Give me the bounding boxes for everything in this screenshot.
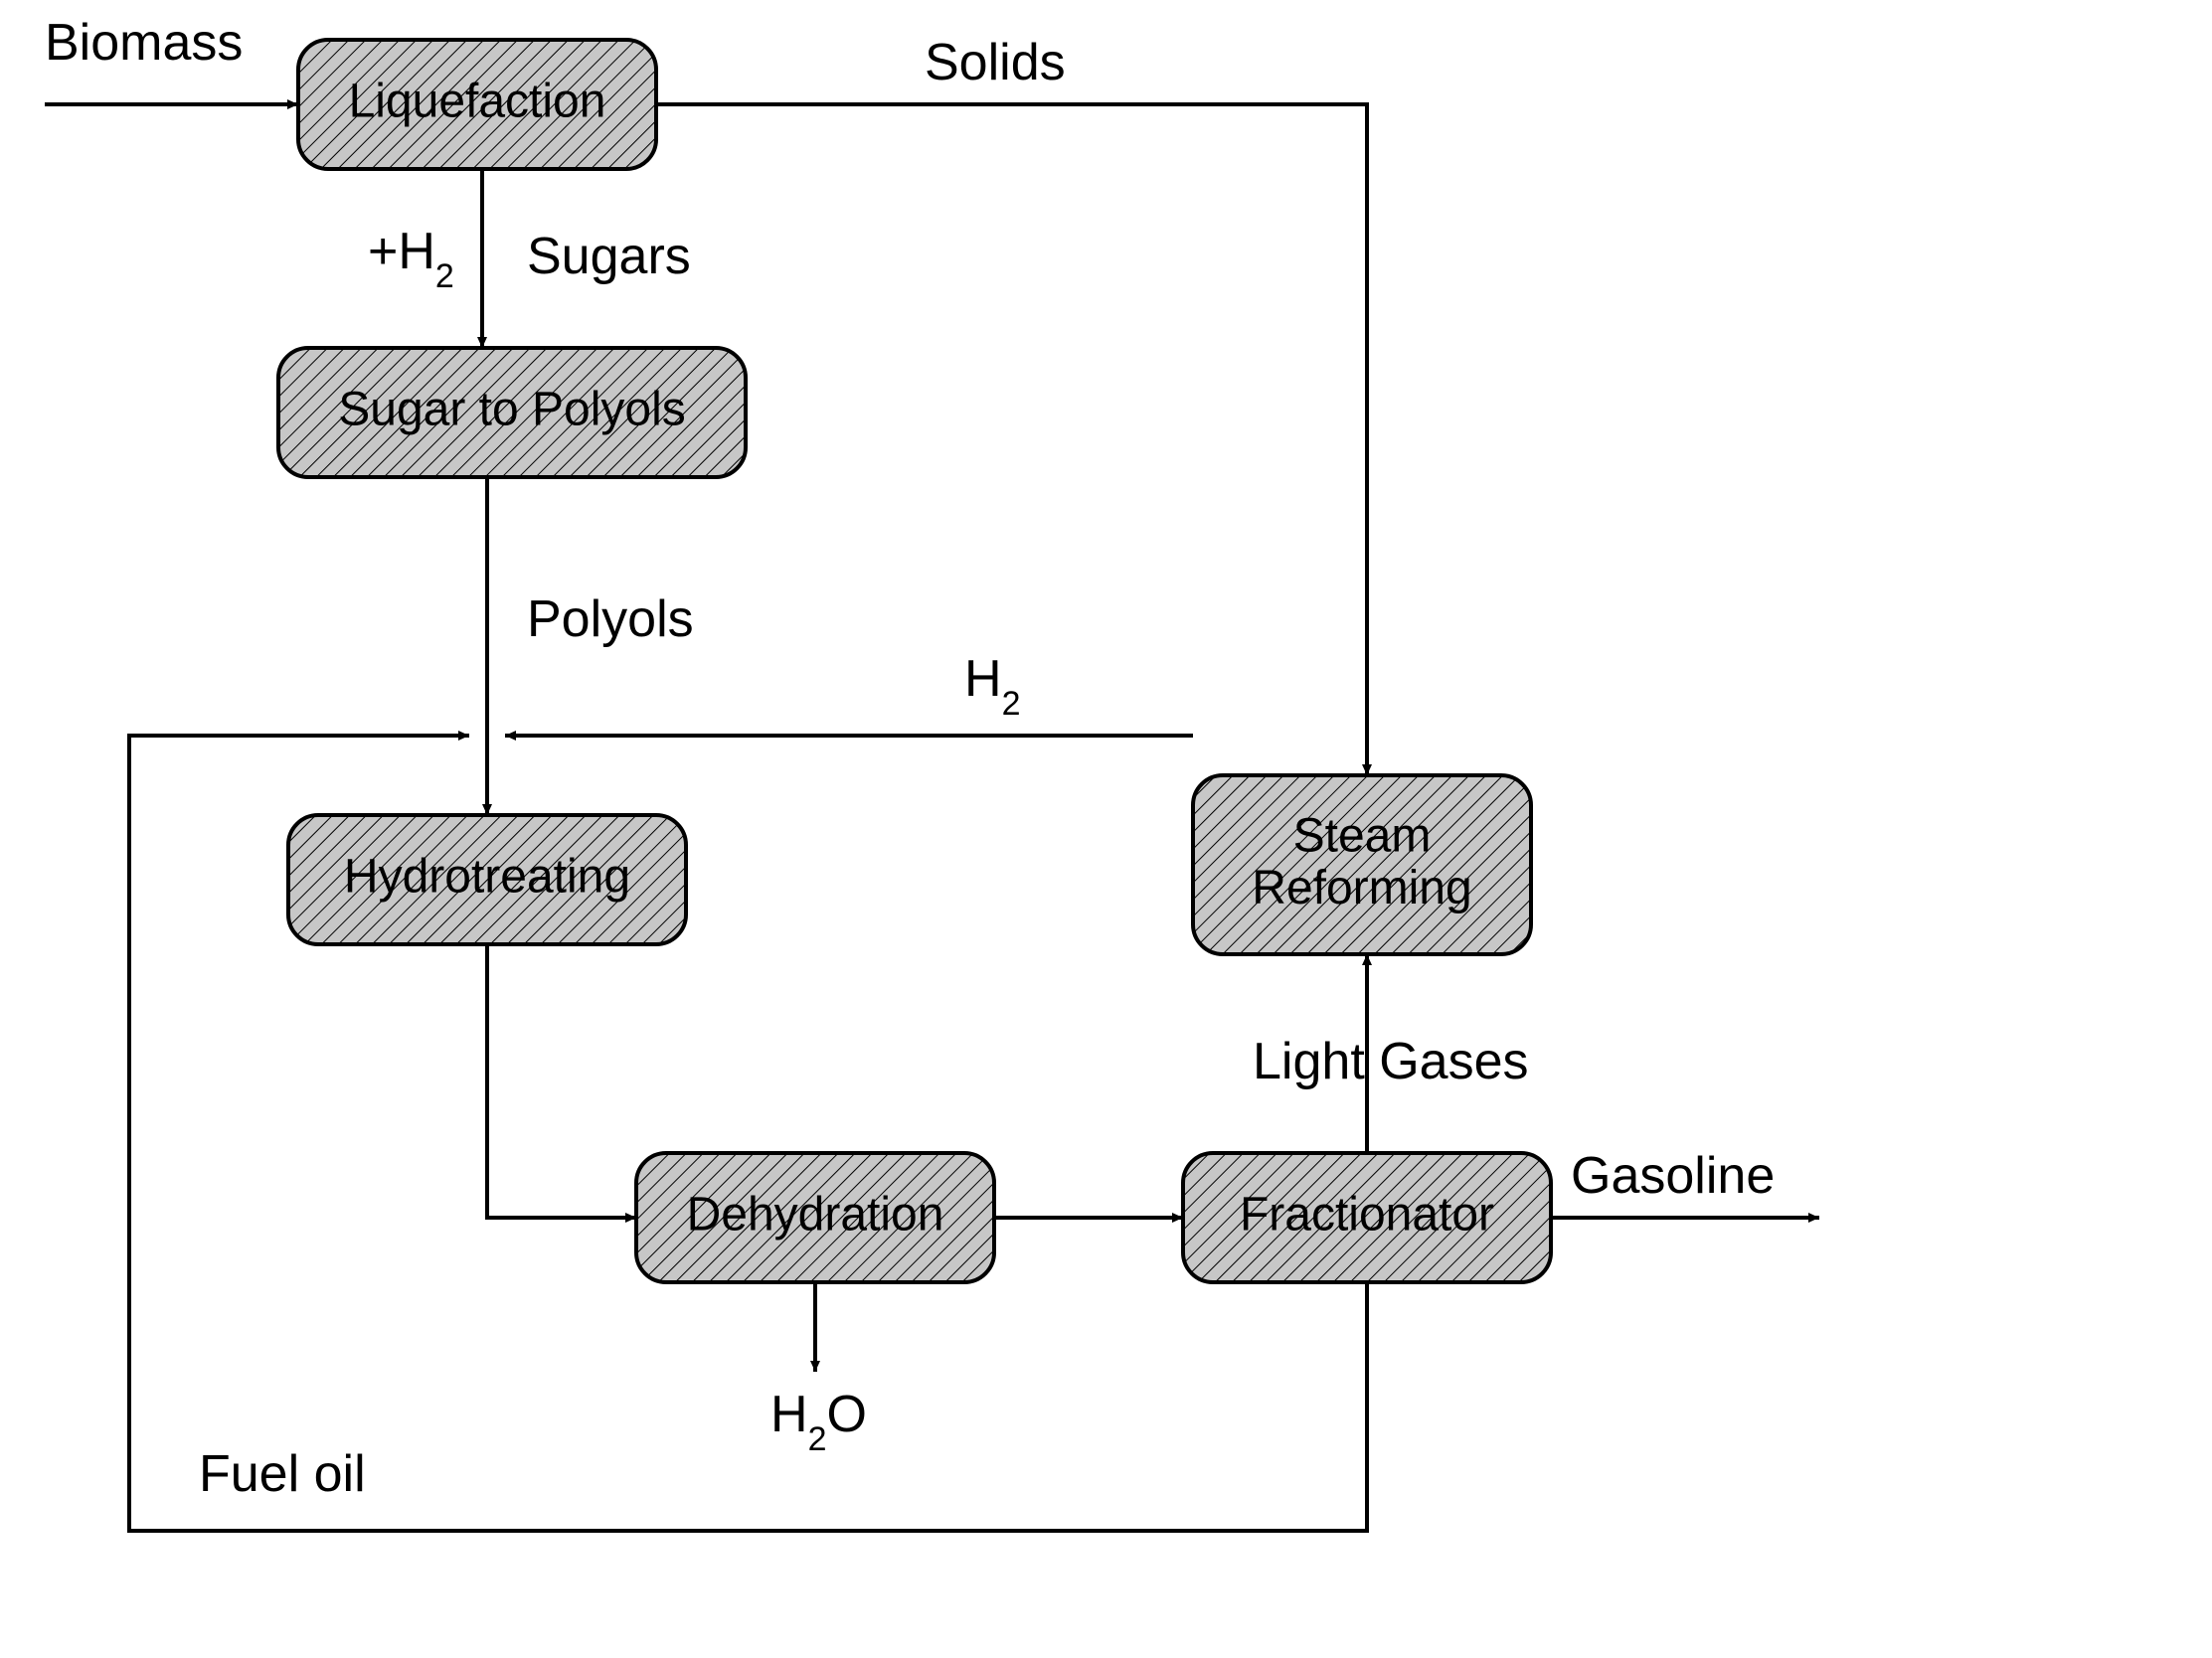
node-label: Sugar to Polyols — [338, 384, 686, 436]
edge-label-biomass: Biomass — [45, 14, 243, 72]
node-steam_reforming: SteamReforming — [1193, 775, 1531, 954]
node-label: Hydrotreating — [344, 851, 630, 904]
edge-label-polyols: Polyols — [527, 590, 694, 648]
node-label: Steam — [1293, 809, 1432, 862]
edge-label-fuel_oil: Fuel oil — [199, 1445, 366, 1503]
node-label: Reforming — [1252, 862, 1471, 914]
process-flowchart: Liquefaction Sugar to Polyols Hydrotreatin… — [0, 0, 2212, 1658]
node-label: Liquefaction — [349, 76, 606, 128]
edge-label-sugars: Sugars — [527, 228, 691, 285]
node-label: Fractionator — [1240, 1189, 1494, 1242]
node-dehydration: Dehydration — [636, 1153, 994, 1282]
node-liquefaction: Liquefaction — [298, 40, 656, 169]
node-fractionator: Fractionator — [1183, 1153, 1551, 1282]
node-label: Dehydration — [687, 1189, 944, 1242]
node-sugar_to_polyols: Sugar to Polyols — [278, 348, 746, 477]
node-hydrotreating: Hydrotreating — [288, 815, 686, 944]
edge-label-gasoline: Gasoline — [1571, 1147, 1775, 1205]
edge-label-solids: Solids — [925, 34, 1066, 91]
edge-label-light_gases: Light Gases — [1253, 1033, 1529, 1090]
